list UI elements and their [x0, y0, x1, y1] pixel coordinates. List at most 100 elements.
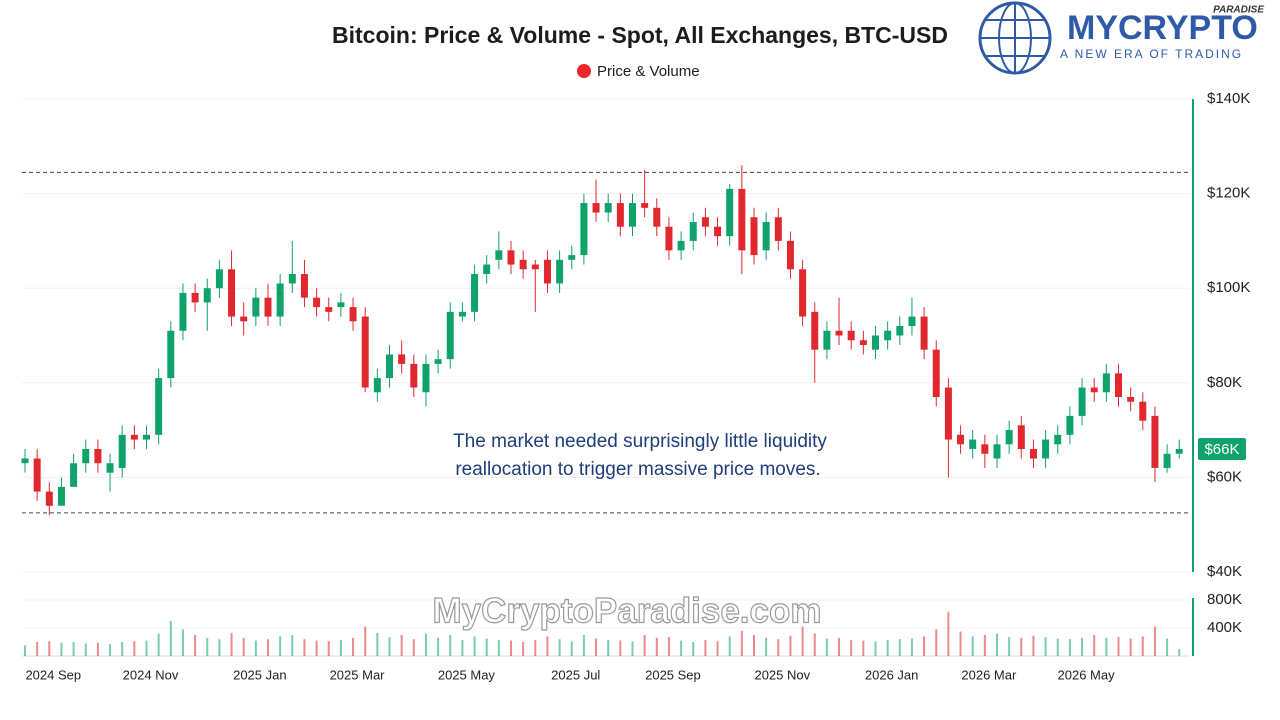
- candle-body: [1066, 415, 1074, 435]
- candle-body: [94, 449, 102, 464]
- volume-bar: [789, 635, 792, 656]
- volume-bar: [959, 631, 962, 656]
- volume-bar: [1044, 637, 1047, 656]
- candle-body: [859, 340, 867, 345]
- candle-body: [714, 226, 722, 237]
- candle-body: [580, 203, 588, 256]
- candle-body: [641, 203, 649, 208]
- legend-marker: [577, 64, 591, 78]
- candle-body: [373, 378, 381, 393]
- annotation: reallocation to trigger massive price mo…: [455, 459, 820, 480]
- candle-body: [969, 439, 977, 450]
- volume-bar: [777, 639, 780, 656]
- candle-body: [215, 269, 223, 289]
- last-price-tag: [1198, 438, 1246, 461]
- volume-bar: [1141, 636, 1144, 656]
- candle-body: [665, 226, 673, 251]
- x-tick-label: 2024 Sep: [25, 667, 81, 682]
- volume-tick-label: 400K: [1207, 619, 1242, 636]
- candle-body: [45, 491, 53, 506]
- volume-bar: [595, 638, 598, 656]
- y-tick-label: $80K: [1207, 374, 1242, 391]
- x-tick-label: 2025 Mar: [330, 667, 386, 682]
- candle-body: [1102, 373, 1110, 393]
- candle-body: [981, 444, 989, 454]
- volume-bar: [437, 637, 440, 656]
- chart-title: Bitcoin: Price & Volume - Spot, All Exch…: [332, 22, 948, 48]
- candle-body: [884, 330, 892, 341]
- candle-body: [908, 316, 916, 327]
- x-tick-label: 2026 Mar: [961, 667, 1017, 682]
- candle-body: [240, 316, 248, 322]
- candle-body: [361, 316, 369, 388]
- candle-body: [568, 255, 576, 260]
- logo: MYCRYPTO PARADISE A NEW ERA OF TRADING: [978, 1, 1264, 75]
- y-tick-label: $100K: [1207, 279, 1250, 296]
- volume-bar: [109, 644, 112, 656]
- volume-bar: [740, 630, 743, 656]
- volume-bar: [923, 636, 926, 656]
- candle-body: [604, 203, 612, 213]
- candle-body: [130, 434, 138, 440]
- volume-bar: [242, 637, 245, 656]
- volume-bar: [607, 639, 610, 656]
- candle-body: [823, 330, 831, 350]
- volume-bar: [1105, 637, 1108, 656]
- volume-bar: [473, 636, 476, 656]
- volume-bar: [461, 639, 464, 656]
- volume-bar: [121, 642, 124, 656]
- candle-body: [920, 316, 928, 350]
- candle-body: [872, 335, 879, 350]
- candle-body: [701, 217, 709, 227]
- candle-body: [471, 274, 479, 312]
- candle-body: [143, 434, 150, 440]
- volume-bar: [582, 635, 585, 656]
- x-tick-label: 2026 May: [1058, 667, 1116, 682]
- volume-bar: [291, 635, 294, 656]
- x-tick-label: 2025 May: [438, 667, 496, 682]
- volume-bar: [704, 639, 707, 656]
- y-tick-label: $140K: [1207, 90, 1250, 107]
- candle-body: [653, 207, 661, 227]
- candle-body: [556, 259, 564, 284]
- candle-body: [1054, 434, 1062, 445]
- volume-bar: [935, 629, 938, 656]
- candle-body: [446, 311, 454, 360]
- volume-bar: [862, 640, 865, 656]
- volume-bar: [886, 639, 889, 656]
- candle-body: [786, 240, 794, 270]
- candle-body: [276, 283, 284, 317]
- candle-body: [33, 458, 41, 492]
- logo-tagline: A NEW ERA OF TRADING: [1060, 47, 1243, 61]
- candle-body: [21, 458, 29, 464]
- volume-bar: [631, 641, 634, 656]
- candle-body: [1127, 396, 1135, 402]
- volume-bar: [1068, 639, 1071, 656]
- volume-bar: [1056, 638, 1059, 656]
- volume-bar: [400, 635, 403, 656]
- candle-body: [191, 292, 199, 303]
- x-tick-label: 2026 Jan: [865, 667, 919, 682]
- candle-body: [835, 330, 843, 336]
- candle-body: [1151, 415, 1159, 468]
- volume-bar: [765, 637, 768, 656]
- x-tick-label: 2025 Nov: [754, 667, 810, 682]
- candle-body: [993, 444, 1001, 459]
- volume-bar: [558, 639, 561, 656]
- candle-body: [398, 354, 406, 364]
- candle-body: [932, 349, 940, 397]
- volume-bar: [327, 641, 330, 656]
- volume-bar: [570, 641, 573, 656]
- y-tick-label: $120K: [1207, 185, 1250, 202]
- candle-body: [1005, 430, 1013, 445]
- volume-bar: [534, 639, 537, 656]
- volume-bar: [947, 611, 950, 656]
- volume-bar: [996, 633, 998, 656]
- volume-bar: [267, 639, 269, 656]
- volume-bar: [838, 637, 841, 656]
- volume-bar: [206, 637, 209, 656]
- volume-bar: [145, 640, 148, 656]
- candle-body: [519, 259, 527, 270]
- candle-body: [300, 274, 308, 298]
- candle-body: [106, 463, 114, 473]
